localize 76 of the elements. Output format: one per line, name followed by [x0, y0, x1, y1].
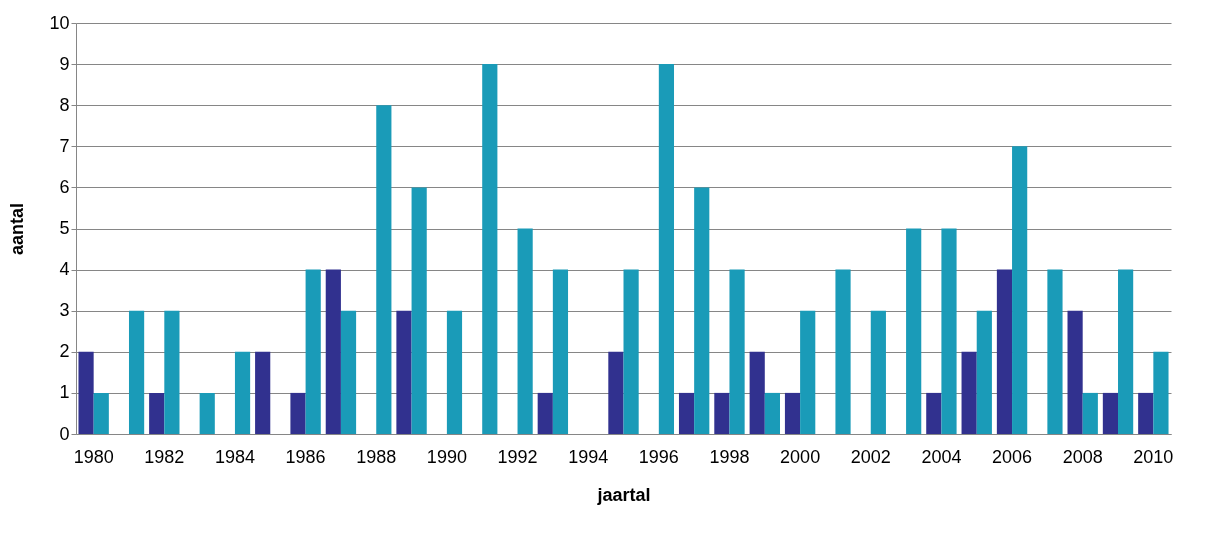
bar: [658, 64, 675, 434]
bar: [482, 64, 498, 434]
x-tick-label: 2002: [850, 446, 891, 467]
x-tick-label: 2000: [780, 446, 821, 467]
bar: [976, 310, 992, 434]
x-tick-label: 1988: [356, 446, 397, 467]
x-tick-label: 1980: [73, 446, 114, 467]
x-tick-label: 1994: [568, 446, 609, 467]
bar: [305, 269, 321, 434]
x-tick-label: 1982: [144, 446, 185, 467]
bar: [396, 310, 412, 434]
bar: [446, 310, 463, 434]
bar: [93, 392, 109, 434]
y-tick-label: 10: [49, 12, 70, 33]
y-tick-label: 1: [59, 382, 70, 403]
bar: [325, 269, 341, 434]
bar: [729, 269, 745, 434]
bar: [552, 269, 569, 434]
y-tick-label: 9: [59, 53, 70, 74]
bar: [694, 187, 710, 434]
bar: [255, 351, 271, 434]
bar: [1138, 392, 1154, 434]
bar: [1067, 310, 1083, 434]
bar: [537, 392, 553, 434]
y-tick-label: 3: [59, 300, 70, 321]
bar: [749, 351, 765, 434]
bar: [164, 310, 180, 434]
bar: [678, 392, 695, 434]
bar: [128, 310, 145, 434]
x-tick-label: 2010: [1133, 446, 1174, 467]
bar: [1082, 392, 1098, 434]
bar: [800, 310, 816, 434]
y-tick-label: 2: [59, 341, 70, 362]
x-tick-label: 1986: [285, 446, 326, 467]
bar: [870, 310, 886, 434]
bar: [199, 392, 215, 434]
bar: [1118, 269, 1134, 434]
bar: [961, 351, 977, 434]
bar: [906, 228, 922, 434]
x-tick-label: 1998: [709, 446, 750, 467]
bar: [517, 228, 533, 434]
y-tick-label: 5: [59, 218, 70, 238]
bar: [623, 269, 639, 434]
bar: [1102, 392, 1119, 434]
bar: [835, 269, 851, 434]
bar: [78, 351, 94, 434]
y-axis-title: aantal: [7, 202, 28, 256]
x-tick-label: 2008: [1062, 446, 1103, 467]
bar: [764, 392, 780, 434]
x-tick-label: 1984: [214, 446, 255, 467]
x-tick-label: 1990: [426, 446, 467, 467]
bar: [941, 228, 957, 434]
bar: [234, 351, 251, 434]
bar: [926, 392, 942, 434]
x-tick-label: 2004: [921, 446, 962, 467]
bar: [290, 392, 306, 434]
bar: [376, 105, 392, 434]
y-tick-label: 0: [59, 423, 70, 444]
bar: [714, 392, 730, 434]
y-tick-label: 7: [59, 135, 70, 156]
x-tick-label: 2006: [992, 446, 1033, 467]
bar: [1047, 269, 1063, 434]
x-tick-label: 1996: [638, 446, 679, 467]
bar: [1153, 351, 1169, 434]
bar: [784, 392, 801, 434]
y-tick-label: 4: [59, 259, 70, 280]
bar: [996, 269, 1013, 434]
bar: [411, 187, 427, 434]
bar: [1012, 146, 1028, 434]
x-axis-title: jaartal: [596, 484, 651, 505]
y-tick-label: 8: [59, 94, 70, 115]
y-tick-label: 6: [59, 176, 70, 197]
bar: [608, 351, 624, 434]
bar: [149, 392, 165, 434]
bar: [340, 310, 357, 434]
x-tick-label: 1992: [497, 446, 538, 467]
